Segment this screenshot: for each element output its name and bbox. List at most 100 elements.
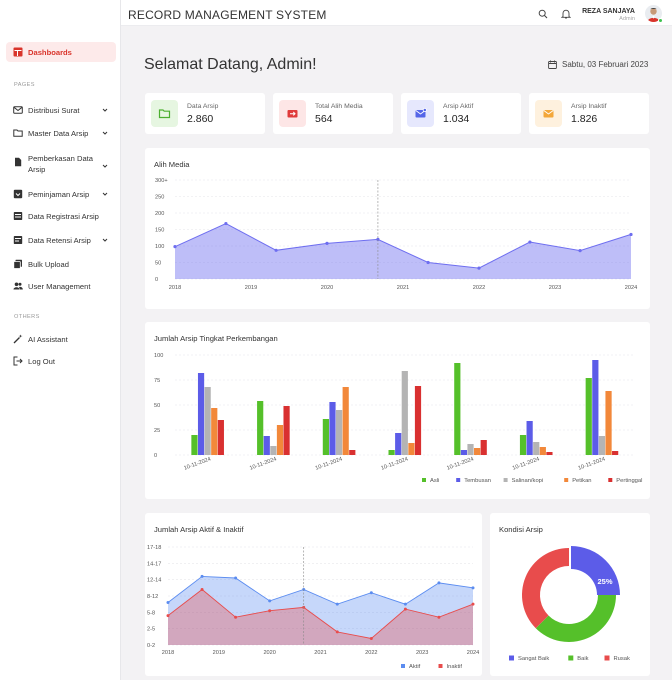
bar <box>217 420 224 455</box>
bar <box>257 401 264 455</box>
data-point <box>403 607 407 611</box>
bar <box>197 373 205 455</box>
bar <box>211 408 218 455</box>
chart-title: Kondisi Arsip <box>499 525 543 534</box>
sidebar-item-data-registrasi-arsip[interactable]: Data Registrasi Arsip <box>6 209 116 223</box>
kondisi-arsip-chart: 25% Sangat Baik Baik Rusak <box>509 546 630 662</box>
area-fill <box>168 576 473 645</box>
stat-card-total-alih-media[interactable]: Total Alih Media 564 <box>273 93 393 134</box>
y-tick-label: 250 <box>155 195 164 201</box>
grid-icon <box>13 47 23 57</box>
sidebar-item-label: Data Retensi Arsip <box>28 235 91 245</box>
avatar[interactable] <box>645 5 662 22</box>
pie-slice <box>522 548 569 629</box>
alih-media-chart: 0 50 100 150 200 250 300+ 2018 2019 2020 2021 2022 2… <box>155 178 637 291</box>
x-tick-label: 2021 <box>397 285 409 291</box>
file-icon <box>13 157 23 167</box>
folder-icon <box>158 109 171 119</box>
bar <box>276 425 284 455</box>
legend-label: Pertinggal <box>616 478 642 484</box>
x-tick-label: 10-11-2024 <box>315 456 344 471</box>
stat-card-arsip-inaktif[interactable]: Arsip Inaktif 1.826 <box>529 93 649 134</box>
legend-label: Aktif <box>409 664 421 670</box>
bar <box>401 371 408 455</box>
bar <box>388 450 395 455</box>
data-point <box>437 581 441 585</box>
sidebar-item-data-retensi-arsip[interactable]: Data Retensi Arsip <box>6 233 116 247</box>
stat-icon-box <box>151 100 178 127</box>
aktif-inaktif-chart: 0-2 2-5 5-8 8-12 12-14 14-17 17-18 2018 2019 2020… <box>147 545 479 670</box>
sidebar-item-label: Distribusi Surat <box>28 105 80 115</box>
bar <box>454 363 461 455</box>
y-tick-label: 0 <box>155 277 158 283</box>
section-label-others: OTHERS <box>14 314 40 320</box>
bar <box>460 450 468 455</box>
y-tick-label: 2-5 <box>147 627 155 633</box>
chart-card-aktif-inaktif: Jumlah Arsip Aktif & Inaktif 0-2 2-5 5-8 8-… <box>145 513 482 676</box>
slice-label: 25% <box>597 577 612 586</box>
data-point <box>166 601 170 605</box>
sidebar-item-peminjaman-arsip[interactable]: Peminjaman Arsip <box>6 187 116 201</box>
legend-swatch <box>568 655 574 661</box>
stat-card-data-arsip[interactable]: Data Arsip 2.860 <box>145 93 265 134</box>
magic-wand-icon <box>13 334 23 344</box>
bar <box>585 378 592 455</box>
sidebar-item-label: AI Assistant <box>28 334 68 344</box>
sidebar-item-bulk-upload[interactable]: Bulk Upload <box>6 257 116 271</box>
bar <box>526 421 533 455</box>
bar <box>342 387 349 455</box>
data-point <box>268 609 272 613</box>
data-point <box>403 602 407 606</box>
y-tick-label: 0 <box>154 453 157 459</box>
x-tick-label: 10-11-2024 <box>512 456 541 471</box>
chevron-down-icon <box>102 238 108 242</box>
bar <box>414 386 422 455</box>
x-tick-label: 2022 <box>473 285 485 291</box>
legend-label: Petikan <box>572 478 591 484</box>
bar <box>349 450 356 455</box>
sidebar-item-master-data-arsip[interactable]: Master Data Arsip <box>6 126 116 140</box>
legend-label: Salinan/kopi <box>512 478 544 484</box>
sidebar-item-user-management[interactable]: User Management <box>6 279 116 293</box>
x-tick-label: 2023 <box>416 650 428 656</box>
sidebar-item-label: User Management <box>28 281 91 291</box>
sidebar-item-log-out[interactable]: Log Out <box>6 354 116 368</box>
stat-value: 2.860 <box>187 113 214 125</box>
y-tick-label: 5-8 <box>147 610 155 616</box>
sidebar-item-label: Log Out <box>28 356 56 366</box>
sidebar-item-distribusi-surat[interactable]: Distribusi Surat <box>6 103 116 117</box>
stat-icon-box <box>407 100 434 127</box>
bell-icon[interactable] <box>561 9 571 19</box>
data-point <box>166 614 170 618</box>
sidebar-item-label: Master Data Arsip <box>28 128 89 138</box>
pie-slice <box>571 546 620 595</box>
x-tick-label: 10-11-2024 <box>249 456 278 471</box>
bar <box>322 419 329 455</box>
stat-icon-box <box>279 100 306 127</box>
stat-label: Arsip Aktif <box>443 103 474 110</box>
legend-label: Sangat Baik <box>518 656 549 662</box>
data-point <box>376 237 380 241</box>
x-tick-label: 2023 <box>549 285 561 291</box>
chart-card-tingkat-perkembangan: Jumlah Arsip Tingkat Perkembangan 0 25 50 7… <box>145 322 650 499</box>
legend-swatch <box>456 478 461 482</box>
x-tick-label: 2018 <box>162 650 174 656</box>
data-point <box>335 630 339 634</box>
sidebar-item-dashboards[interactable]: Dashboards <box>6 42 116 62</box>
sidebar-item-pemberkasan-data-arsip[interactable]: Pemberkasan Data Arsip <box>6 153 116 175</box>
sidebar-item-label: Bulk Upload <box>28 259 69 269</box>
stat-label: Total Alih Media <box>315 103 363 110</box>
stat-value: 1.826 <box>571 113 598 125</box>
mail-icon <box>13 105 23 115</box>
x-tick-label: 2022 <box>365 650 377 656</box>
stat-label: Arsip Inaktif <box>571 103 607 110</box>
x-tick-label: 2024 <box>467 650 479 656</box>
loan-icon <box>13 189 23 199</box>
data-point <box>477 266 481 270</box>
sidebar-item-ai-assistant[interactable]: AI Assistant <box>6 332 116 346</box>
y-tick-label: 50 <box>155 261 161 267</box>
stat-card-arsip-aktif[interactable]: Arsip Aktif 1.034 <box>401 93 521 134</box>
bar <box>539 447 546 455</box>
search-icon[interactable] <box>538 9 548 19</box>
sidebar-item-label: Data Registrasi Arsip <box>28 211 99 221</box>
